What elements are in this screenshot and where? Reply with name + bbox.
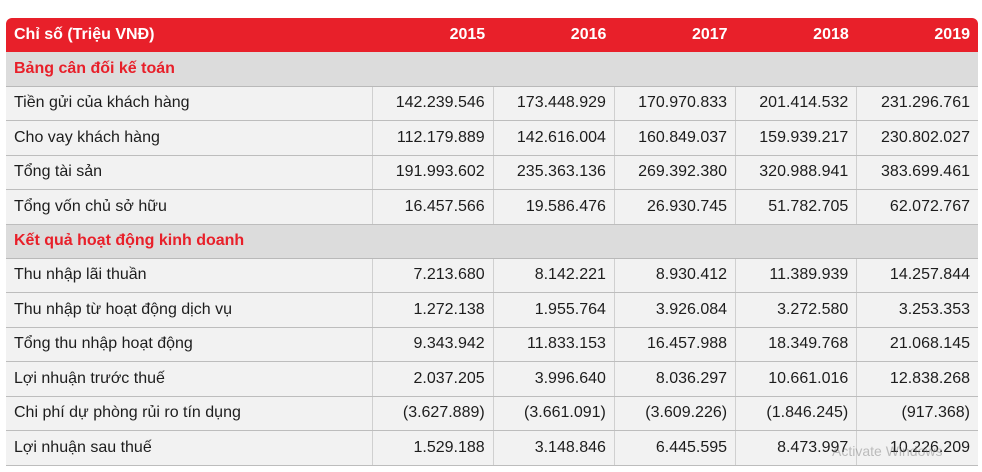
- table-row: Chi phí dự phòng rủi ro tín dụng (3.627.…: [6, 396, 978, 431]
- cell-value: 142.616.004: [492, 120, 615, 156]
- cell-value: 11.833.153: [492, 327, 615, 362]
- cell-value: 10.226.209: [856, 430, 978, 466]
- table-row: Lợi nhuận sau thuế 1.529.188 3.148.846 6…: [6, 430, 978, 466]
- cell-value: 9.343.942: [371, 327, 494, 362]
- row-label: Thu nhập lãi thuần: [6, 258, 373, 293]
- table-row: Tiền gửi của khách hàng 142.239.546 173.…: [6, 86, 978, 121]
- cell-value: 62.072.767: [856, 189, 978, 225]
- header-year: 2018: [813, 26, 849, 43]
- cell-value: 51.782.705: [735, 189, 857, 225]
- cell-value: 173.448.929: [492, 86, 615, 121]
- cell-value: 1.272.138: [371, 292, 494, 328]
- cell-value: (917.368): [856, 396, 978, 431]
- table-row: Cho vay khách hàng 112.179.889 142.616.0…: [6, 120, 978, 156]
- section-title: Kết quả hoạt động kinh doanh: [6, 224, 978, 259]
- cell-value: 7.213.680: [371, 258, 494, 293]
- table-header-row: Chỉ số (Triệu VNĐ) 2015 2016 2017 2018 2…: [6, 18, 978, 52]
- row-label: Tổng tài sản: [6, 155, 373, 190]
- cell-value: 21.068.145: [856, 327, 978, 362]
- row-label: Chi phí dự phòng rủi ro tín dụng: [6, 396, 373, 431]
- section-title: Bảng cân đối kế toán: [6, 52, 978, 87]
- cell-value: 235.363.136: [492, 155, 615, 190]
- table-row: Tổng tài sản 191.993.602 235.363.136 269…: [6, 155, 978, 190]
- header-year: 2019: [934, 26, 970, 43]
- cell-value: 170.970.833: [613, 86, 736, 121]
- header-year: 2017: [691, 26, 728, 43]
- cell-value: 8.930.412: [613, 258, 736, 293]
- cell-value: 6.445.595: [613, 430, 736, 466]
- header-year: 2016: [570, 26, 607, 43]
- row-label: Tổng thu nhập hoạt động: [6, 327, 373, 362]
- cell-value: 160.849.037: [613, 120, 736, 156]
- row-label: Tiền gửi của khách hàng: [6, 86, 373, 121]
- cell-value: 16.457.566: [371, 189, 494, 225]
- cell-value: (1.846.245): [735, 396, 857, 431]
- cell-value: 383.699.461: [856, 155, 978, 190]
- table-row: Thu nhập từ hoạt động dịch vụ 1.272.138 …: [6, 292, 978, 328]
- cell-value: 230.802.027: [856, 120, 978, 156]
- cell-value: 142.239.546: [371, 86, 494, 121]
- cell-value: 1.955.764: [492, 292, 615, 328]
- section-row: Kết quả hoạt động kinh doanh: [6, 224, 978, 259]
- row-label: Lợi nhuận trước thuế: [6, 361, 373, 397]
- cell-value: 18.349.768: [735, 327, 857, 362]
- cell-value: 3.926.084: [613, 292, 736, 328]
- cell-value: 231.296.761: [856, 86, 978, 121]
- cell-value: 10.661.016: [735, 361, 857, 397]
- cell-value: 320.988.941: [735, 155, 857, 190]
- cell-value: 19.586.476: [492, 189, 615, 225]
- cell-value: 8.473.997: [735, 430, 857, 466]
- cell-value: 3.996.640: [492, 361, 615, 397]
- cell-value: 191.993.602: [371, 155, 494, 190]
- cell-value: 3.253.353: [856, 292, 978, 328]
- header-label: Chỉ số (Triệu VNĐ): [14, 26, 155, 43]
- cell-value: (3.661.091): [492, 396, 615, 431]
- cell-value: (3.609.226): [613, 396, 736, 431]
- cell-value: (3.627.889): [371, 396, 494, 431]
- cell-value: 8.142.221: [492, 258, 615, 293]
- cell-value: 2.037.205: [371, 361, 494, 397]
- table-row: Lợi nhuận trước thuế 2.037.205 3.996.640…: [6, 361, 978, 397]
- cell-value: 8.036.297: [613, 361, 736, 397]
- table-row: Tổng thu nhập hoạt động 9.343.942 11.833…: [6, 327, 978, 362]
- table-row: Thu nhập lãi thuần 7.213.680 8.142.221 8…: [6, 258, 978, 293]
- row-label: Lợi nhuận sau thuế: [6, 430, 373, 466]
- cell-value: 3.148.846: [492, 430, 615, 466]
- cell-value: 159.939.217: [735, 120, 857, 156]
- cell-value: 11.389.939: [735, 258, 857, 293]
- row-label: Thu nhập từ hoạt động dịch vụ: [6, 292, 373, 328]
- cell-value: 12.838.268: [856, 361, 978, 397]
- financial-table-container: Chỉ số (Triệu VNĐ) 2015 2016 2017 2018 2…: [6, 18, 978, 466]
- financial-table: Chỉ số (Triệu VNĐ) 2015 2016 2017 2018 2…: [6, 18, 978, 466]
- cell-value: 1.529.188: [371, 430, 494, 466]
- row-label: Tổng vốn chủ sở hữu: [6, 189, 373, 225]
- table-row: Tổng vốn chủ sở hữu 16.457.566 19.586.47…: [6, 189, 978, 225]
- cell-value: 16.457.988: [613, 327, 736, 362]
- cell-value: 269.392.380: [613, 155, 736, 190]
- cell-value: 112.179.889: [371, 120, 494, 156]
- activation-watermark: Activate Windows: [832, 443, 943, 459]
- section-row: Bảng cân đối kế toán: [6, 52, 978, 87]
- cell-value: 201.414.532: [735, 86, 857, 121]
- cell-value: 3.272.580: [735, 292, 857, 328]
- cell-value: 14.257.844: [856, 258, 978, 293]
- row-label: Cho vay khách hàng: [6, 120, 373, 156]
- cell-value: 26.930.745: [613, 189, 736, 225]
- header-year: 2015: [449, 26, 486, 43]
